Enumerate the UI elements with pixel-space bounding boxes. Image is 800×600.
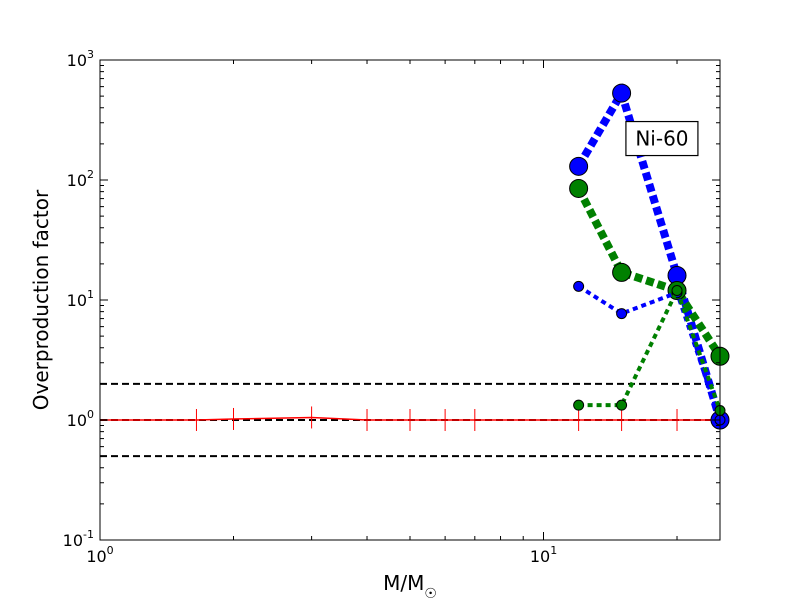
y-tick-label-base: 10 [67,411,87,430]
series-3 [573,280,726,426]
annotation-frame [625,120,699,157]
y-tick-label-base: 10 [67,51,87,70]
y-tick-label: 101 [67,288,94,310]
series-4-point [616,399,628,411]
series-4-line [578,285,722,412]
annotation-text: Ni-60 [635,127,688,151]
x-tick-label-base: 10 [530,547,550,566]
y-tick-label-base: 10 [63,531,83,550]
axis-ticks [99,59,720,541]
y-axis-label: Overproduction factor [29,189,53,410]
y-tick-label-exponent: 3 [87,48,94,61]
x-axis-label-symbol: ☉ [424,586,437,600]
series-1-point [569,156,589,176]
x-tick-label: 100 [86,544,113,566]
series-3-point [573,280,585,292]
x-axis-label-text: M/M [383,571,424,595]
annotation-box: Ni-60 [625,120,699,157]
y-tick-label-base: 10 [67,171,87,190]
series-2 [569,178,730,366]
y-tick-label: 103 [67,48,94,70]
series-4-point [671,284,683,296]
series-4-point [573,399,585,411]
y-tick-label: 102 [67,168,94,190]
y-tick-label-exponent: 2 [87,168,94,181]
y-tick-label-exponent: 0 [87,408,94,421]
y-tick-label-exponent: -1 [83,528,94,541]
x-tick-label-exponent: 0 [107,544,114,557]
series-0-line [100,416,720,421]
series-2-point [612,262,632,282]
series-1-point [612,83,632,103]
series-0 [99,406,721,431]
x-tick-label-base: 10 [86,547,106,566]
series-3-point [616,308,628,320]
x-axis-label: M/M☉ [383,571,437,600]
series-2-line [575,186,724,359]
y-tick-label: 10-1 [63,528,94,550]
x-tick-label: 101 [530,544,557,566]
series-2-point [569,178,589,198]
x-tick-label-exponent: 1 [550,544,557,557]
series-4 [573,284,726,416]
y-tick-label-exponent: 1 [87,288,94,301]
series-1 [569,83,730,430]
y-tick-label-base: 10 [67,291,87,310]
y-tick-label: 100 [67,408,94,430]
series-layer [99,83,730,431]
series-1-line [575,83,724,422]
